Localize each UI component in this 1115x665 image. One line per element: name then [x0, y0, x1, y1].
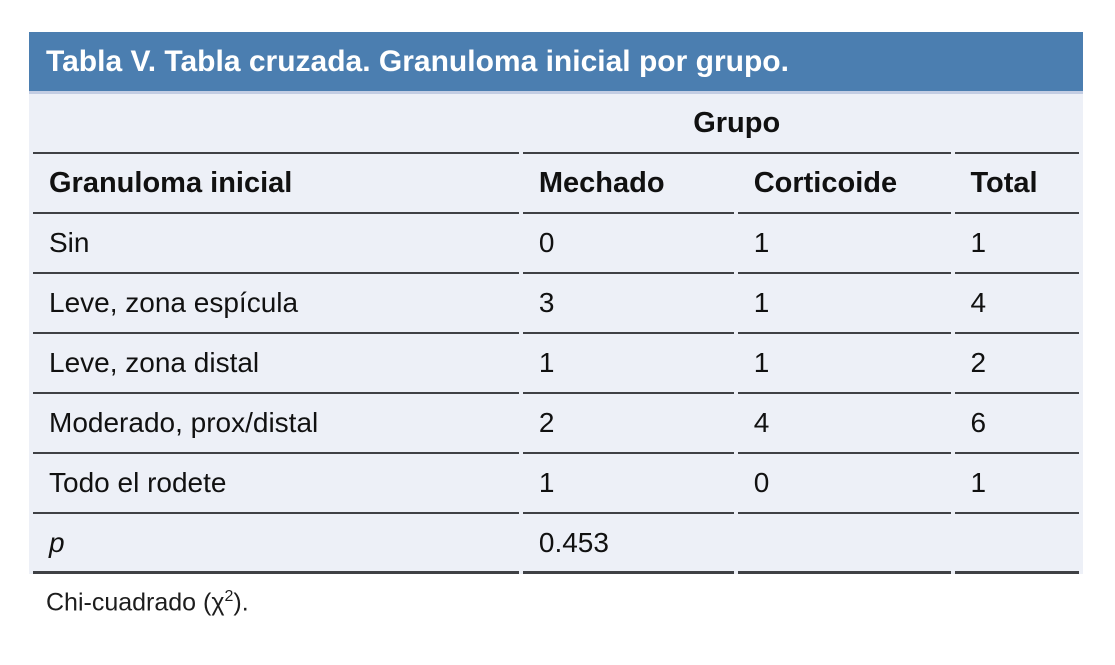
group-span-row: Grupo: [33, 94, 1079, 154]
row-label: Todo el rodete: [33, 454, 519, 514]
cell-mechado: 2: [522, 394, 734, 454]
cell-mechado: 0: [522, 214, 734, 274]
cell-corticoide: 1: [737, 274, 951, 334]
cell-total: 1: [954, 454, 1079, 514]
table-row: Leve, zona espícula 3 1 4: [33, 274, 1079, 334]
table-title: Tabla V. Tabla cruzada. Granuloma inicia…: [46, 44, 789, 78]
cell-total: 6: [954, 394, 1079, 454]
cell-total: [954, 514, 1079, 574]
column-header-corticoide: Corticoide: [737, 154, 951, 214]
cell-corticoide: 1: [737, 334, 951, 394]
row-label: Moderado, prox/distal: [33, 394, 519, 454]
cell-corticoide: [737, 514, 951, 574]
table-card: Tabla V. Tabla cruzada. Granuloma inicia…: [29, 32, 1083, 617]
table-row: Todo el rodete 1 0 1: [33, 454, 1079, 514]
cell-corticoide: 0: [737, 454, 951, 514]
cell-mechado: 1: [522, 454, 734, 514]
column-header-row: Granuloma inicial Mechado Corticoide Tot…: [33, 154, 1079, 214]
table-title-bar: Tabla V. Tabla cruzada. Granuloma inicia…: [29, 32, 1083, 94]
table-footnote: Chi-cuadrado (χ2).: [29, 588, 1083, 617]
p-value-row: p 0.453: [33, 514, 1079, 574]
p-value: 0.453: [522, 514, 734, 574]
cell-corticoide: 1: [737, 214, 951, 274]
table-row: Sin 0 1 1: [33, 214, 1079, 274]
table-row: Moderado, prox/distal 2 4 6: [33, 394, 1079, 454]
cell-mechado: 3: [522, 274, 734, 334]
column-header-mechado: Mechado: [522, 154, 734, 214]
cell-corticoide: 4: [737, 394, 951, 454]
cell-total: 2: [954, 334, 1079, 394]
footnote-text: Chi-cuadrado (χ: [46, 588, 225, 617]
table-row: Leve, zona distal 1 1 2: [33, 334, 1079, 394]
cell-total: 1: [954, 214, 1079, 274]
group-span-empty-cell: [954, 94, 1079, 154]
crosstab-table: Grupo Granuloma inicial Mechado Corticoi…: [29, 94, 1083, 574]
cell-mechado: 1: [522, 334, 734, 394]
row-label: Leve, zona espícula: [33, 274, 519, 334]
group-span-header: Grupo: [522, 94, 951, 154]
group-span-empty-cell: [33, 94, 519, 154]
footnote-superscript: 2: [224, 588, 234, 605]
p-row-label: p: [33, 514, 519, 574]
footnote-text-end: ).: [233, 588, 249, 617]
column-header-total: Total: [954, 154, 1079, 214]
row-label: Leve, zona distal: [33, 334, 519, 394]
column-header-label: Granuloma inicial: [33, 154, 519, 214]
row-label: Sin: [33, 214, 519, 274]
cell-total: 4: [954, 274, 1079, 334]
